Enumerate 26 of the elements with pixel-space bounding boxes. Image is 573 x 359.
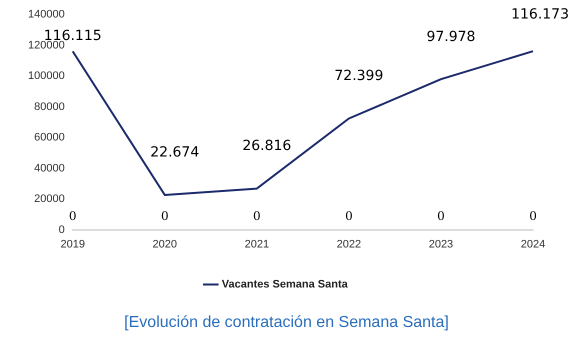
y-tick-label: 40000 bbox=[34, 162, 65, 174]
y-tick-label: 100000 bbox=[28, 70, 65, 82]
data-label: 26.816 bbox=[242, 138, 292, 154]
legend-label: Vacantes Semana Santa bbox=[222, 278, 349, 291]
y-tick-label: 0 bbox=[58, 224, 65, 236]
annotation: 0 bbox=[253, 208, 261, 223]
y-tick-label: 140000 bbox=[28, 8, 65, 21]
x-tick-label: 2020 bbox=[152, 238, 178, 250]
data-label: 22.674 bbox=[150, 144, 200, 161]
annotation: 0 bbox=[437, 208, 445, 223]
annotation: 0 bbox=[345, 208, 353, 223]
x-tick-label: 2019 bbox=[60, 238, 85, 250]
y-tick-label: 20000 bbox=[34, 193, 65, 206]
data-label: 97.978 bbox=[426, 28, 476, 45]
y-tick-label: 80000 bbox=[34, 100, 65, 113]
x-tick-label: 2024 bbox=[520, 238, 546, 250]
annotation: 0 bbox=[529, 208, 537, 223]
data-label: 116.173 bbox=[511, 6, 570, 23]
x-tick-label: 2023 bbox=[428, 238, 454, 250]
y-tick-label: 60000 bbox=[34, 132, 65, 144]
annotation: 0 bbox=[68, 208, 77, 223]
data-label: 72.399 bbox=[334, 68, 384, 84]
x-tick-label: 2022 bbox=[336, 238, 362, 250]
text: [Evolución de contratación en Semana Santa] bbox=[123, 314, 450, 332]
x-tick-label: 2021 bbox=[244, 238, 270, 250]
annotation: 0 bbox=[160, 208, 169, 223]
